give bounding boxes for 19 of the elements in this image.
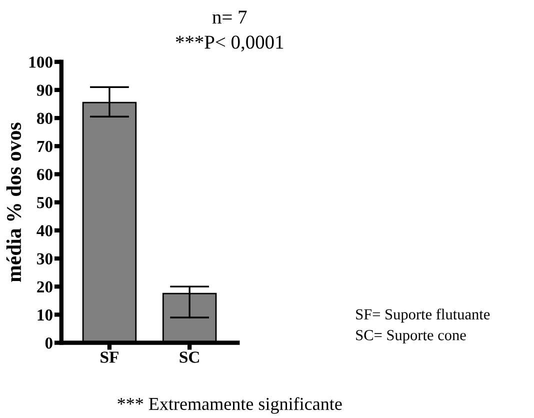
- y-tick-label: 90: [36, 84, 52, 96]
- chart-title: n= 7: [212, 10, 247, 24]
- y-tick-label: 50: [37, 197, 52, 208]
- x-tick-label: SF: [100, 352, 118, 363]
- x-tick-label: SC: [180, 352, 199, 363]
- text: *** Extremamente significante: [118, 397, 342, 414]
- y-tick-label: 0: [45, 337, 52, 349]
- text: SC= Suporte cone: [356, 330, 466, 344]
- text: SF= Suporte flutuante: [356, 308, 490, 323]
- y-axis-title: média % dos ovos: [6, 122, 22, 282]
- y-tick-label: 100: [29, 56, 52, 68]
- y-tick-label: 30: [37, 253, 52, 264]
- y-tick-label: 60: [36, 168, 52, 180]
- y-tick-label: 70: [37, 140, 52, 152]
- y-tick-label: 20: [37, 281, 52, 293]
- y-tick-label: 40: [36, 225, 52, 236]
- y-tick-label: 80: [36, 112, 52, 124]
- y-tick-label: 10: [38, 309, 52, 321]
- chart-subtitle: ***P< 0,0001: [176, 36, 284, 52]
